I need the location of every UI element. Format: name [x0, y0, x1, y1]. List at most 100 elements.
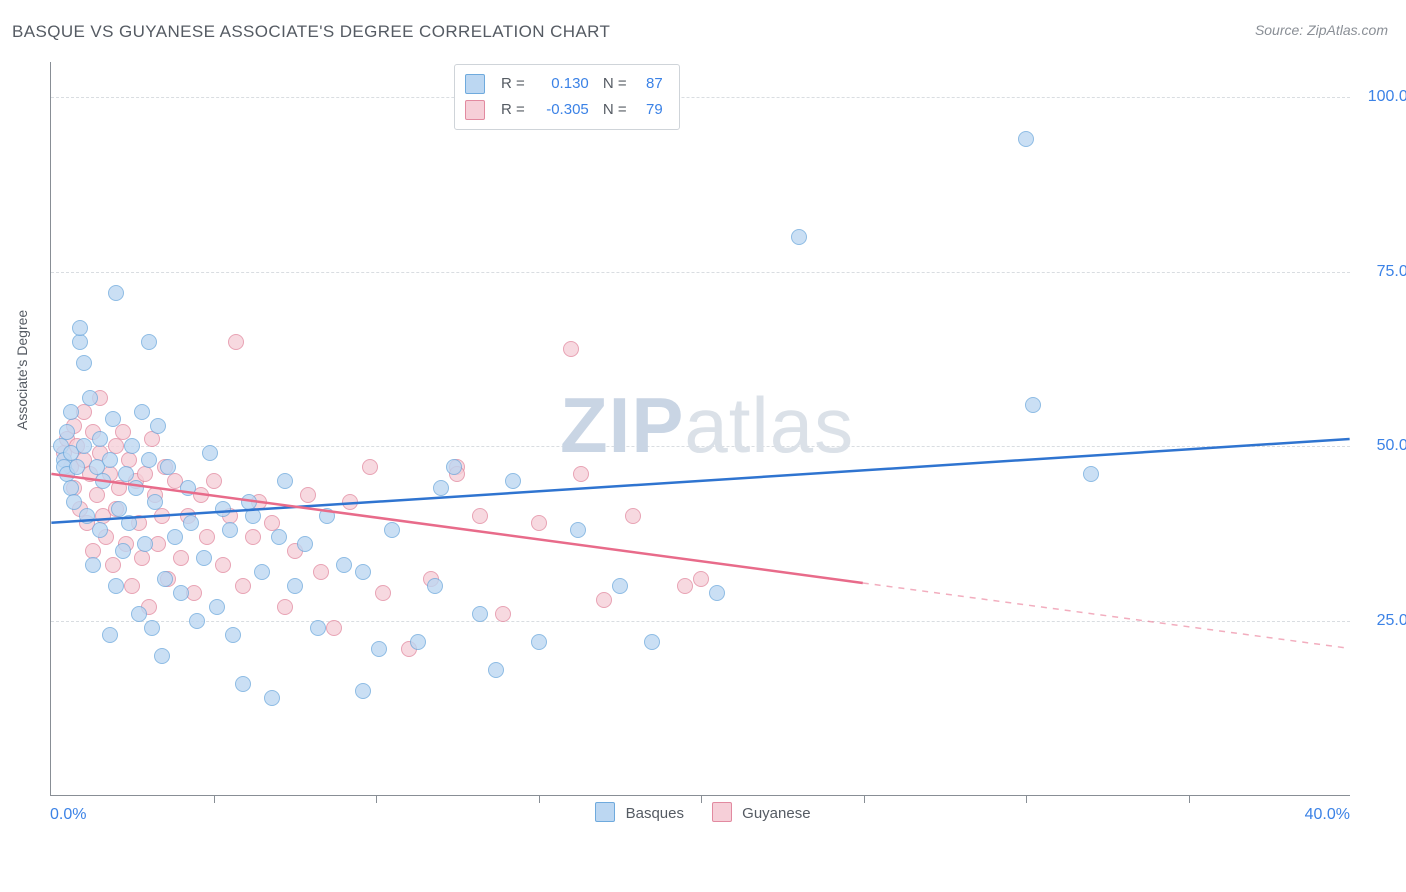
data-point — [319, 508, 335, 524]
stats-row-basques: R =0.130 N =87 — [465, 71, 663, 97]
data-point — [1083, 466, 1099, 482]
data-point — [563, 341, 579, 357]
data-point — [76, 355, 92, 371]
data-point — [287, 578, 303, 594]
swatch-guyanese — [712, 802, 732, 822]
data-point — [124, 438, 140, 454]
data-point — [693, 571, 709, 587]
data-point — [677, 578, 693, 594]
watermark: ZIPatlas — [560, 380, 854, 471]
source-credit: Source: ZipAtlas.com — [1255, 22, 1388, 38]
data-point — [180, 480, 196, 496]
data-point — [150, 418, 166, 434]
data-point — [277, 599, 293, 615]
swatch-basques — [465, 74, 485, 94]
data-point — [144, 620, 160, 636]
data-point — [1018, 131, 1034, 147]
data-point — [134, 404, 150, 420]
data-point — [427, 578, 443, 594]
data-point — [264, 690, 280, 706]
data-point — [173, 550, 189, 566]
y-tick-label: 75.0% — [1362, 263, 1406, 281]
data-point — [531, 515, 547, 531]
data-point — [225, 627, 241, 643]
data-point — [570, 522, 586, 538]
data-point — [433, 480, 449, 496]
data-point — [277, 473, 293, 489]
data-point — [157, 571, 173, 587]
data-point — [254, 564, 270, 580]
data-point — [111, 480, 127, 496]
data-point — [167, 529, 183, 545]
data-point — [108, 285, 124, 301]
data-point — [505, 473, 521, 489]
series-legend: Basques Guyanese — [0, 802, 1406, 822]
data-point — [102, 452, 118, 468]
data-point — [141, 452, 157, 468]
data-point — [625, 508, 641, 524]
data-point — [472, 606, 488, 622]
data-point — [215, 557, 231, 573]
data-point — [791, 229, 807, 245]
data-point — [709, 585, 725, 601]
data-point — [72, 320, 88, 336]
data-point — [1025, 397, 1041, 413]
data-point — [95, 473, 111, 489]
data-point — [488, 662, 504, 678]
data-point — [105, 411, 121, 427]
data-point — [72, 334, 88, 350]
data-point — [612, 578, 628, 594]
data-point — [115, 543, 131, 559]
gridline — [51, 621, 1350, 622]
data-point — [189, 613, 205, 629]
data-point — [245, 508, 261, 524]
data-point — [196, 550, 212, 566]
data-point — [271, 529, 287, 545]
data-point — [92, 522, 108, 538]
data-point — [206, 473, 222, 489]
y-tick-label: 25.0% — [1362, 612, 1406, 630]
data-point — [154, 648, 170, 664]
swatch-basques — [595, 802, 615, 822]
data-point — [384, 522, 400, 538]
data-point — [76, 438, 92, 454]
data-point — [173, 585, 189, 601]
stats-legend: R =0.130 N =87 R =-0.305 N =79 — [454, 64, 680, 130]
data-point — [102, 627, 118, 643]
data-point — [128, 480, 144, 496]
data-point — [310, 620, 326, 636]
y-tick-label: 50.0% — [1362, 437, 1406, 455]
data-point — [342, 494, 358, 510]
data-point — [134, 550, 150, 566]
data-point — [362, 459, 378, 475]
data-point — [300, 487, 316, 503]
gridline — [51, 97, 1350, 98]
data-point — [355, 683, 371, 699]
data-point — [137, 536, 153, 552]
data-point — [63, 404, 79, 420]
swatch-guyanese — [465, 100, 485, 120]
legend-item-basques: Basques — [595, 802, 684, 822]
data-point — [209, 599, 225, 615]
data-point — [596, 592, 612, 608]
y-tick-label: 100.0% — [1362, 88, 1406, 106]
legend-item-guyanese: Guyanese — [712, 802, 811, 822]
data-point — [92, 431, 108, 447]
data-point — [375, 585, 391, 601]
data-point — [108, 578, 124, 594]
data-point — [124, 578, 140, 594]
data-point — [144, 431, 160, 447]
y-axis-label: Associate's Degree — [14, 310, 30, 430]
data-point — [245, 529, 261, 545]
data-point — [355, 564, 371, 580]
gridline — [51, 272, 1350, 273]
chart-title: BASQUE VS GUYANESE ASSOCIATE'S DEGREE CO… — [12, 22, 610, 42]
data-point — [235, 578, 251, 594]
data-point — [313, 564, 329, 580]
data-point — [183, 515, 199, 531]
data-point — [154, 508, 170, 524]
data-point — [297, 536, 313, 552]
data-point — [85, 557, 101, 573]
data-point — [105, 557, 121, 573]
data-point — [235, 676, 251, 692]
